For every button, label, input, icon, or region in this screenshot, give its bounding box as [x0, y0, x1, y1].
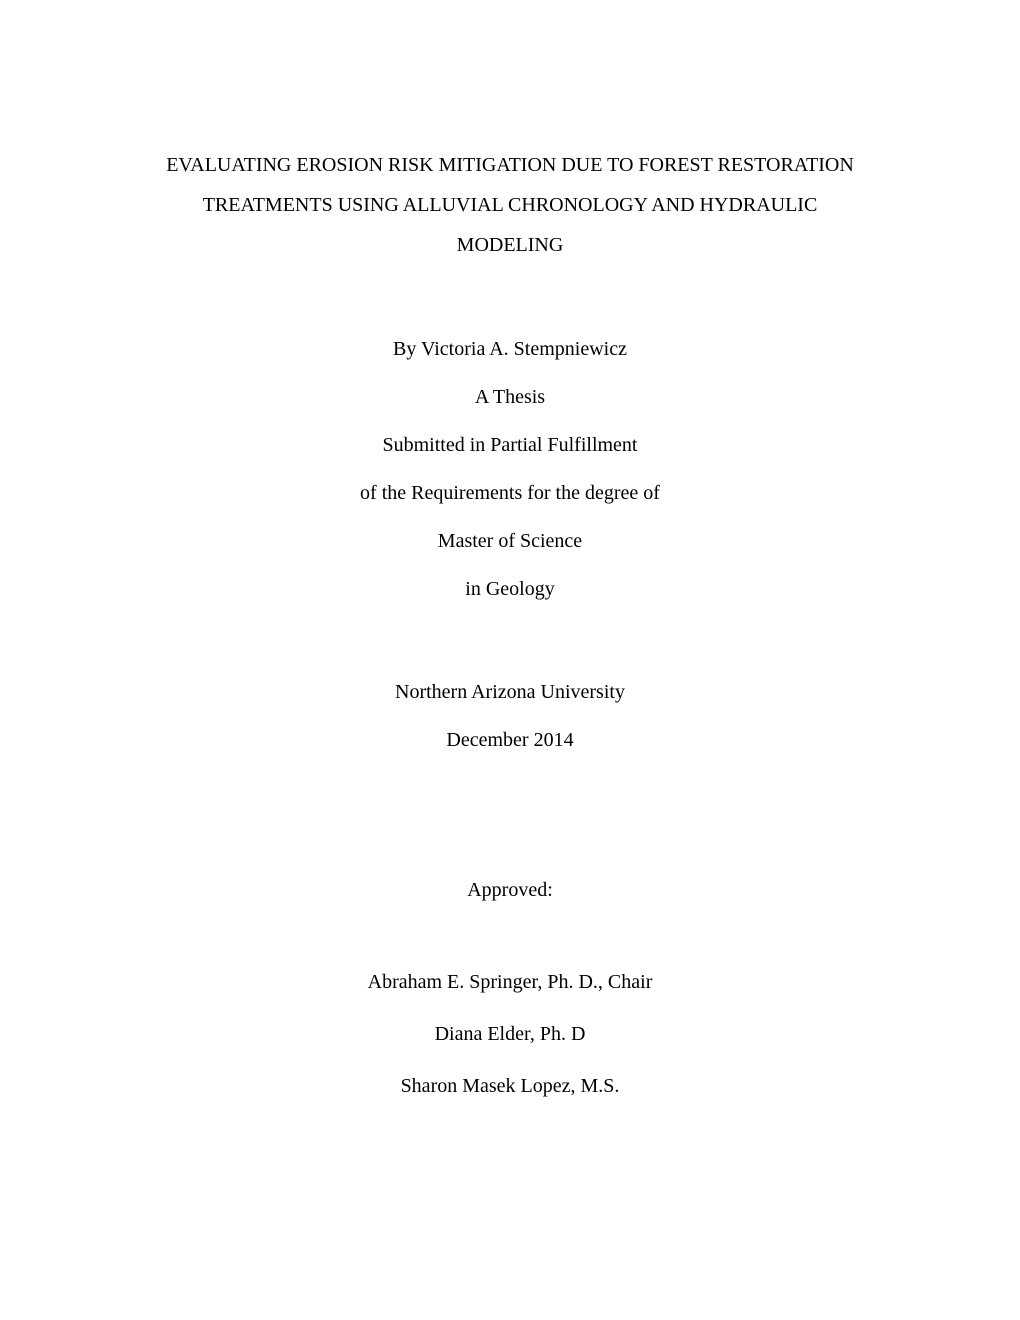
- byline-block: By Victoria A. Stempniewicz A Thesis Sub…: [125, 325, 895, 613]
- degree-line: Master of Science: [125, 517, 895, 565]
- committee-member-1: Diana Elder, Ph. D: [125, 1008, 895, 1060]
- title-line-3: MODELING: [125, 225, 895, 265]
- author-line: By Victoria A. Stempniewicz: [125, 325, 895, 373]
- requirements-line: of the Requirements for the degree of: [125, 469, 895, 517]
- approved-heading: Approved:: [125, 864, 895, 916]
- institution-block: Northern Arizona University December 201…: [125, 668, 895, 764]
- committee-chair: Abraham E. Springer, Ph. D., Chair: [125, 956, 895, 1008]
- title-block: EVALUATING EROSION RISK MITIGATION DUE T…: [125, 145, 895, 265]
- submission-line: Submitted in Partial Fulfillment: [125, 421, 895, 469]
- date-line: December 2014: [125, 716, 895, 764]
- committee-block: Abraham E. Springer, Ph. D., Chair Diana…: [125, 956, 895, 1112]
- title-line-2: TREATMENTS USING ALLUVIAL CHRONOLOGY AND…: [125, 185, 895, 225]
- committee-member-2: Sharon Masek Lopez, M.S.: [125, 1060, 895, 1112]
- title-line-1: EVALUATING EROSION RISK MITIGATION DUE T…: [125, 145, 895, 185]
- doc-type-line: A Thesis: [125, 373, 895, 421]
- thesis-title-page: EVALUATING EROSION RISK MITIGATION DUE T…: [125, 145, 895, 1112]
- university-line: Northern Arizona University: [125, 668, 895, 716]
- field-line: in Geology: [125, 565, 895, 613]
- approval-block: Approved:: [125, 864, 895, 916]
